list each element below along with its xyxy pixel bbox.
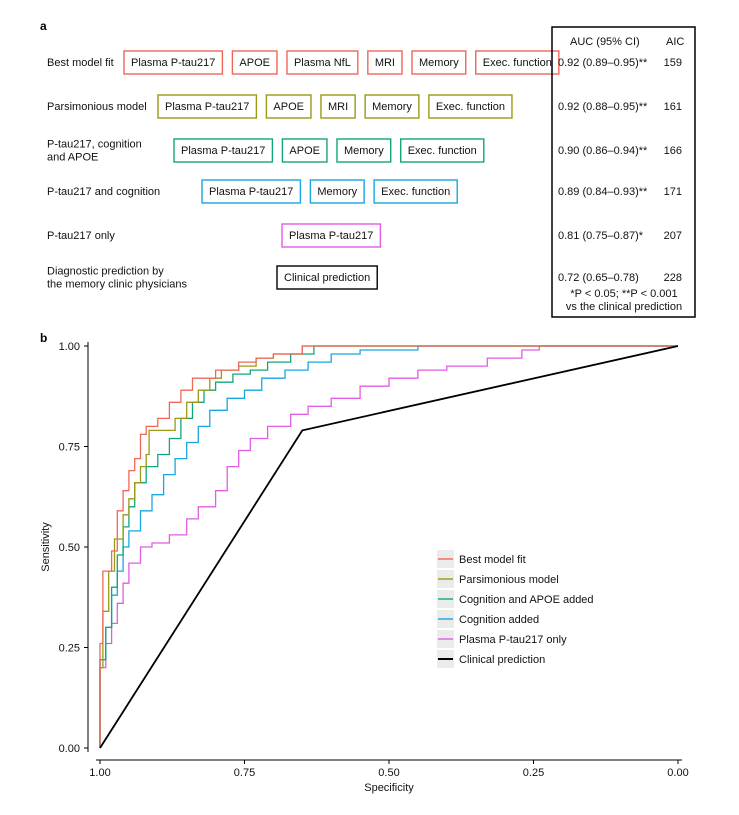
feature-label: APOE	[239, 57, 270, 69]
feature-label: Plasma P-tau217	[131, 57, 215, 69]
legend-label: Parsimonious model	[459, 574, 559, 586]
feature-box	[281, 138, 328, 163]
auc-table-frame	[551, 26, 696, 318]
legend-label: Cognition and APOE added	[459, 594, 594, 606]
feature-label: Clinical prediction	[284, 272, 370, 284]
feature-box	[373, 179, 458, 204]
feature-box	[281, 223, 382, 248]
feature-box	[309, 179, 365, 204]
y-axis-title: Sensitivity	[40, 522, 52, 572]
auc-value: 0.72 (0.65–0.78)	[558, 272, 639, 284]
y-tick-label: 0.25	[59, 643, 80, 655]
feature-box	[320, 94, 356, 119]
aic-value: 207	[664, 230, 682, 242]
feature-box	[364, 94, 420, 119]
feature-label: MRI	[375, 57, 395, 69]
auc-value: 0.90 (0.86–0.94)**	[558, 145, 648, 157]
feature-box	[123, 50, 224, 75]
aic-value: 171	[664, 186, 682, 198]
aic-value: 166	[664, 145, 682, 157]
feature-box	[276, 265, 378, 290]
feature-label: Memory	[344, 145, 384, 157]
roc-curve-parsimonious-model	[99, 345, 678, 748]
aic-value: 161	[664, 101, 682, 113]
feature-box	[475, 50, 560, 75]
feature-label: Memory	[317, 186, 357, 198]
legend-label: Best model fit	[459, 554, 526, 566]
legend-label: Clinical prediction	[459, 654, 545, 666]
feature-box	[286, 50, 359, 75]
footnote-reference: vs the clinical prediction	[566, 301, 682, 313]
feature-box	[157, 94, 258, 119]
feature-box	[173, 138, 274, 163]
roc-curves	[99, 345, 679, 749]
feature-label: Memory	[372, 101, 412, 113]
feature-label: Plasma P-tau217	[165, 101, 249, 113]
auc-value: 0.92 (0.88–0.95)**	[558, 101, 648, 113]
auc-value: 0.81 (0.75–0.87)*	[558, 230, 644, 242]
auc-table-rows: 0.92 (0.89–0.95)** 159 0.92 (0.88–0.95)** 1…	[558, 57, 682, 284]
model-name-line: P-tau217 only	[47, 230, 115, 242]
feature-label: APOE	[289, 145, 320, 157]
y-tick-label: 0.75	[59, 442, 80, 454]
feature-label: Exec. function	[436, 101, 505, 113]
x-axis-title: Specificity	[364, 782, 414, 794]
x-tick-label: 0.75	[234, 767, 255, 779]
x-tick-label: 0.00	[667, 767, 688, 779]
aic-value: 228	[664, 272, 682, 284]
feature-box	[428, 94, 513, 119]
feature-label: Exec. function	[483, 57, 552, 69]
feature-label: Exec. function	[408, 145, 477, 157]
x-tick-label: 0.50	[378, 767, 399, 779]
feature-label: MRI	[328, 101, 348, 113]
feature-box	[400, 138, 485, 163]
x-tick-label: 0.25	[523, 767, 544, 779]
roc-curve-clinical-prediction	[99, 345, 679, 749]
x-tick-label: 1.00	[89, 767, 110, 779]
auc-column-header: AUC (95% CI)	[570, 36, 640, 48]
model-name-line: Parsimonious model	[47, 101, 147, 113]
feature-label: Exec. function	[381, 186, 450, 198]
panel-b-label: b	[40, 331, 47, 345]
feature-box	[265, 94, 312, 119]
feature-label: Plasma NfL	[294, 57, 351, 69]
feature-box	[201, 179, 302, 204]
y-tick-label: 0.50	[59, 542, 80, 554]
model-name-line: the memory clinic physicians	[47, 279, 187, 291]
model-name-line: Best model fit	[47, 57, 114, 69]
roc-curve-plasma-p-tau217-only	[99, 345, 678, 748]
model-comparison-panel: Best model fit Plasma P-tau217 APOE Plasma …	[47, 50, 560, 291]
y-tick-label: 1.00	[59, 341, 80, 353]
model-name-line: and APOE	[47, 152, 98, 164]
panel-a-label: a	[40, 19, 47, 33]
auc-value: 0.92 (0.89–0.95)**	[558, 57, 648, 69]
footnote-significance: *P < 0.05; **P < 0.001	[570, 288, 677, 300]
roc-curve-cognition-and-apoe-added	[99, 345, 678, 748]
roc-axes: 0.00 0.25 0.50 0.75 1.00 1.00 0.75 0.50 0.25 0.00	[59, 341, 689, 779]
aic-column-header: AIC	[666, 36, 684, 48]
roc-curve-best-model-fit	[99, 345, 678, 748]
feature-label: APOE	[273, 101, 304, 113]
legend-label: Plasma P-tau217 only	[459, 634, 567, 646]
model-name-line: P-tau217, cognition	[47, 139, 142, 151]
feature-label: Memory	[419, 57, 459, 69]
feature-label: Plasma P-tau217	[289, 230, 373, 242]
feature-box	[411, 50, 467, 75]
model-name-line: Diagnostic prediction by	[47, 266, 164, 278]
feature-box	[336, 138, 392, 163]
feature-box	[367, 50, 403, 75]
feature-label: Plasma P-tau217	[209, 186, 293, 198]
roc-legend: Best model fit Parsimonious model Cognitio…	[437, 550, 594, 668]
legend-label: Cognition added	[459, 614, 539, 626]
aic-value: 159	[664, 57, 682, 69]
model-name-line: P-tau217 and cognition	[47, 186, 160, 198]
auc-value: 0.89 (0.84–0.93)**	[558, 186, 648, 198]
y-tick-label: 0.00	[59, 743, 80, 755]
feature-label: Plasma P-tau217	[181, 145, 265, 157]
feature-box	[231, 50, 278, 75]
